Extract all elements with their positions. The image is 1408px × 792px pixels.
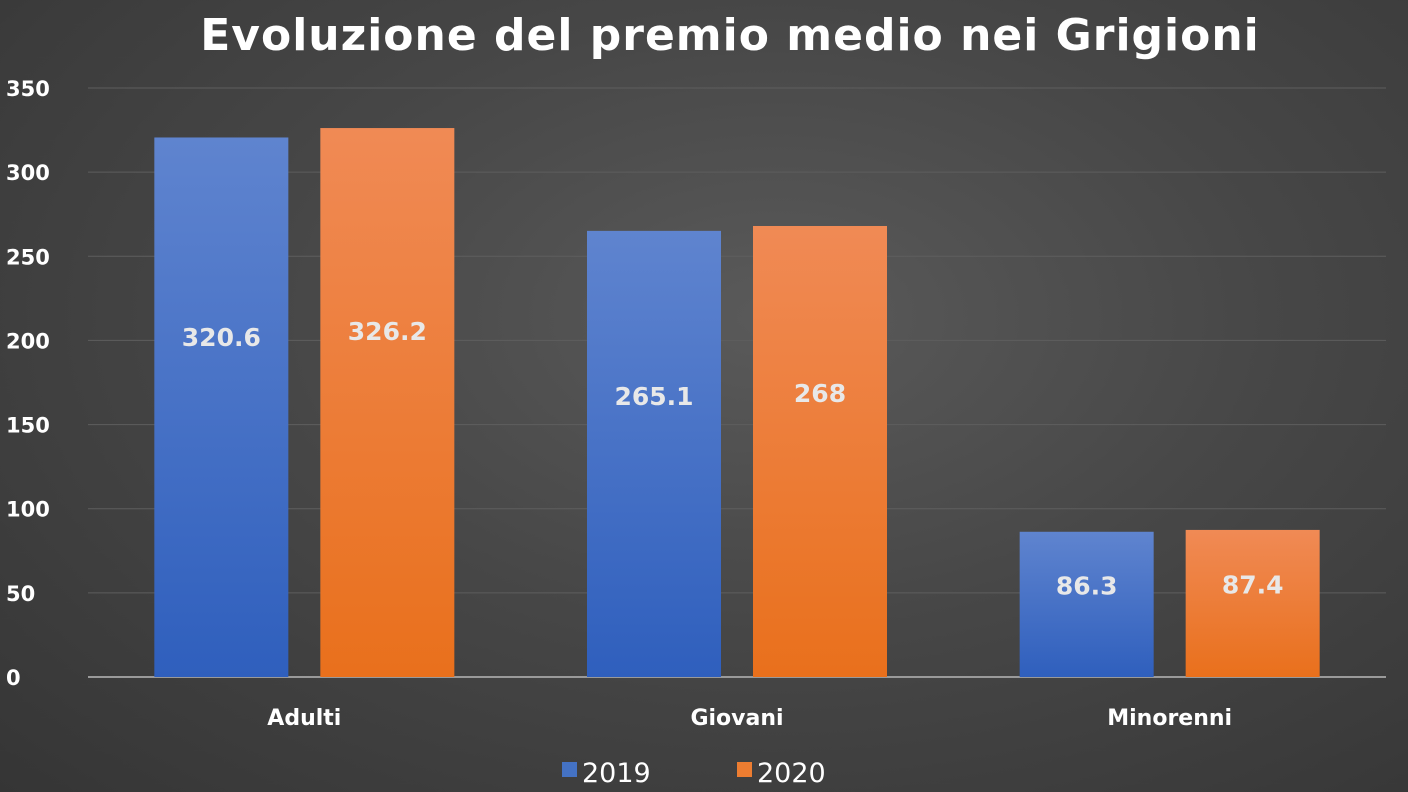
bar-2019-minorenni [1019,531,1154,677]
x-axis: Adulti Giovani Minorenni [267,706,1232,731]
y-tick-label: 150 [6,414,50,438]
y-tick-label: 50 [6,582,35,606]
gridlines [88,87,1386,678]
data-labels: 320.6 326.2 265.1 268 86.3 87.4 [182,317,1284,600]
y-tick-label: 0 [6,666,21,690]
legend: 2019 2020 [562,758,826,789]
data-label: 87.4 [1222,570,1284,599]
legend-swatch-2020 [737,762,752,777]
bars [154,128,1320,677]
y-tick-label: 100 [6,498,50,522]
y-tick-label: 350 [6,77,50,101]
data-label: 326.2 [348,317,427,346]
bar-2020-adulti [320,128,455,677]
chart-title: Evoluzione del premio medio nei Grigioni [200,10,1260,61]
data-label: 265.1 [614,382,693,411]
category-label: Adulti [267,706,341,731]
data-label: 86.3 [1056,572,1118,601]
bar-2019-giovani [587,230,721,677]
data-label: 320.6 [182,323,261,352]
legend-label-2020: 2020 [757,758,826,789]
y-axis: 0 50 100 150 200 250 300 350 [6,77,50,690]
bar-2020-minorenni [1185,529,1320,677]
legend-swatch-2019 [562,762,577,777]
bar-2019-adulti [154,137,289,677]
data-label: 268 [794,379,846,408]
y-tick-label: 250 [6,245,50,269]
category-label: Giovani [690,706,783,731]
category-label: Minorenni [1107,706,1232,731]
legend-label-2019: 2019 [582,758,651,789]
bar-2020-giovani [753,225,887,677]
y-tick-label: 300 [6,161,50,185]
y-tick-label: 200 [6,329,50,353]
